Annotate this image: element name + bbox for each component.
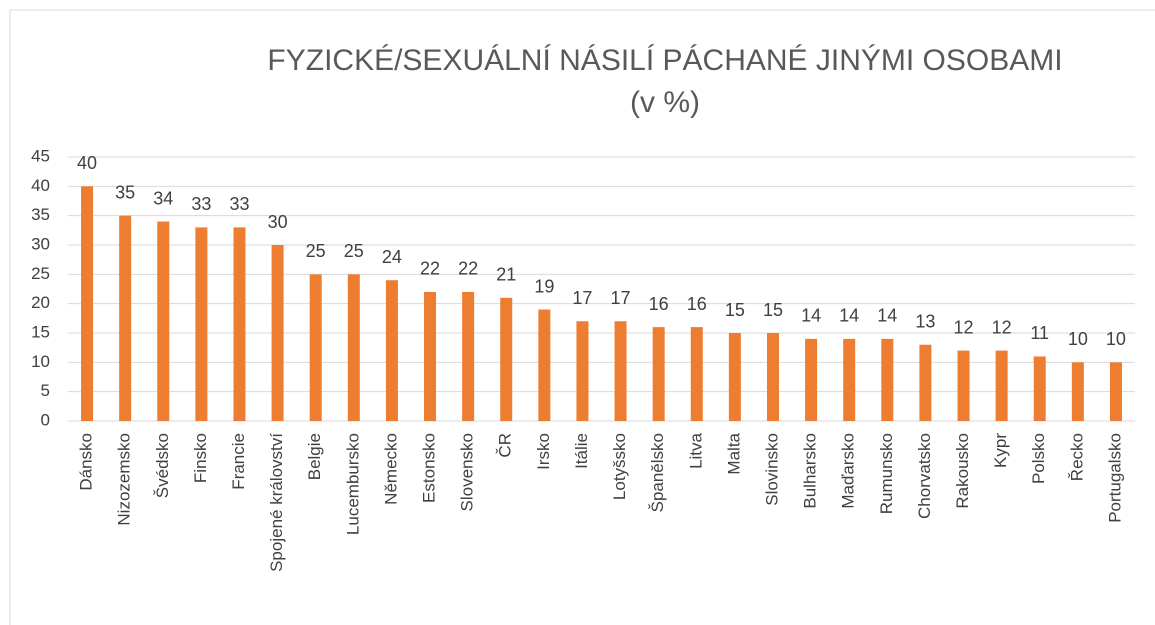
bar bbox=[1071, 362, 1084, 421]
data-label: 11 bbox=[1030, 323, 1049, 343]
x-tick-label: Slovensko bbox=[458, 433, 477, 511]
bar bbox=[728, 333, 741, 421]
x-tick-label: Lotyšsko bbox=[610, 433, 629, 500]
bar bbox=[805, 338, 818, 421]
data-label: 21 bbox=[496, 265, 516, 285]
data-label: 17 bbox=[572, 288, 592, 308]
bar bbox=[652, 327, 665, 421]
x-tick-label: Francie bbox=[229, 433, 248, 490]
data-label: 16 bbox=[649, 294, 669, 314]
data-label: 24 bbox=[382, 247, 402, 267]
data-label: 10 bbox=[1068, 329, 1088, 349]
data-label: 12 bbox=[954, 317, 974, 337]
y-tick-label: 35 bbox=[31, 205, 50, 224]
bar bbox=[271, 245, 284, 421]
x-tick-label: Malta bbox=[724, 432, 743, 474]
data-label: 17 bbox=[611, 288, 631, 308]
bar bbox=[881, 338, 894, 421]
x-tick-label: Maďarsko bbox=[839, 433, 858, 509]
x-tick-label: Finsko bbox=[191, 433, 210, 483]
bar bbox=[500, 297, 513, 421]
data-label: 14 bbox=[839, 306, 859, 326]
data-label: 14 bbox=[877, 306, 897, 326]
x-tick-label: Estonsko bbox=[420, 433, 439, 503]
bar bbox=[424, 291, 437, 421]
chart-border bbox=[9, 9, 1155, 625]
x-tick-label: Slovinsko bbox=[762, 433, 781, 506]
y-tick-label: 45 bbox=[31, 146, 50, 165]
data-label: 33 bbox=[229, 194, 249, 214]
data-label: 15 bbox=[763, 300, 783, 320]
data-label: 16 bbox=[687, 294, 707, 314]
bar bbox=[1109, 362, 1122, 421]
x-tick-label: Kypr bbox=[991, 433, 1010, 468]
bar bbox=[614, 321, 627, 421]
data-label: 35 bbox=[115, 182, 135, 202]
data-label: 10 bbox=[1106, 329, 1126, 349]
data-label: 13 bbox=[915, 311, 935, 331]
data-label: 22 bbox=[458, 259, 478, 279]
bar bbox=[843, 338, 856, 421]
data-label: 30 bbox=[268, 212, 288, 232]
bar bbox=[462, 291, 475, 421]
bar bbox=[195, 227, 208, 421]
data-label: 25 bbox=[306, 241, 326, 261]
bar bbox=[690, 327, 703, 421]
y-tick-label: 20 bbox=[31, 293, 50, 312]
data-label: 34 bbox=[153, 188, 173, 208]
x-tick-label: Německo bbox=[381, 433, 400, 505]
bar bbox=[81, 186, 94, 421]
y-tick-label: 5 bbox=[41, 381, 50, 400]
bar bbox=[233, 227, 246, 421]
x-tick-label: Řecko bbox=[1067, 433, 1086, 481]
data-label: 14 bbox=[801, 306, 821, 326]
data-label: 12 bbox=[992, 317, 1012, 337]
x-tick-label: Litva bbox=[686, 432, 705, 468]
bar bbox=[538, 309, 551, 421]
bar bbox=[957, 350, 970, 421]
data-label: 15 bbox=[725, 300, 745, 320]
chart-title: FYZICKÉ/SEXUÁLNÍ NÁSILÍ PÁCHANÉ JINÝMI O… bbox=[267, 44, 1062, 77]
x-tick-label: Belgie bbox=[305, 433, 324, 480]
y-tick-label: 25 bbox=[31, 264, 50, 283]
x-tick-label: Spojené království bbox=[267, 433, 286, 572]
bar bbox=[576, 321, 589, 421]
bar bbox=[119, 215, 132, 421]
y-tick-label: 15 bbox=[31, 322, 50, 341]
x-tick-label: Nizozemsko bbox=[115, 433, 134, 526]
x-tick-label: Polsko bbox=[1029, 433, 1048, 484]
y-tick-label: 30 bbox=[31, 234, 50, 253]
bar bbox=[157, 221, 170, 421]
data-label: 33 bbox=[191, 194, 211, 214]
bar bbox=[766, 333, 779, 421]
chart-subtitle: (v %) bbox=[630, 86, 700, 119]
x-tick-label: Lucembursko bbox=[343, 433, 362, 535]
y-tick-label: 40 bbox=[31, 176, 50, 195]
bar bbox=[309, 274, 322, 421]
bar bbox=[385, 280, 398, 421]
bar bbox=[1033, 356, 1046, 421]
data-label: 19 bbox=[534, 276, 554, 296]
bar bbox=[995, 350, 1008, 421]
bar bbox=[919, 344, 932, 421]
data-label: 40 bbox=[77, 153, 97, 173]
data-label: 25 bbox=[344, 241, 364, 261]
x-tick-label: Irsko bbox=[534, 433, 553, 470]
x-tick-label: Rumunsko bbox=[877, 433, 896, 514]
x-tick-label: Španělsko bbox=[648, 433, 667, 512]
data-label: 22 bbox=[420, 259, 440, 279]
x-tick-label: Portugalsko bbox=[1105, 433, 1124, 523]
x-tick-label: Itálie bbox=[572, 433, 591, 469]
y-tick-label: 10 bbox=[31, 352, 50, 371]
x-tick-label: Bulharsko bbox=[801, 433, 820, 509]
x-tick-label: ČR bbox=[496, 433, 515, 458]
y-tick-label: 0 bbox=[41, 410, 50, 429]
x-tick-label: Rakousko bbox=[953, 433, 972, 509]
bar bbox=[347, 274, 360, 421]
x-tick-label: Švédsko bbox=[153, 433, 172, 498]
x-tick-label: Chorvatsko bbox=[915, 433, 934, 519]
x-tick-label: Dánsko bbox=[77, 433, 96, 491]
